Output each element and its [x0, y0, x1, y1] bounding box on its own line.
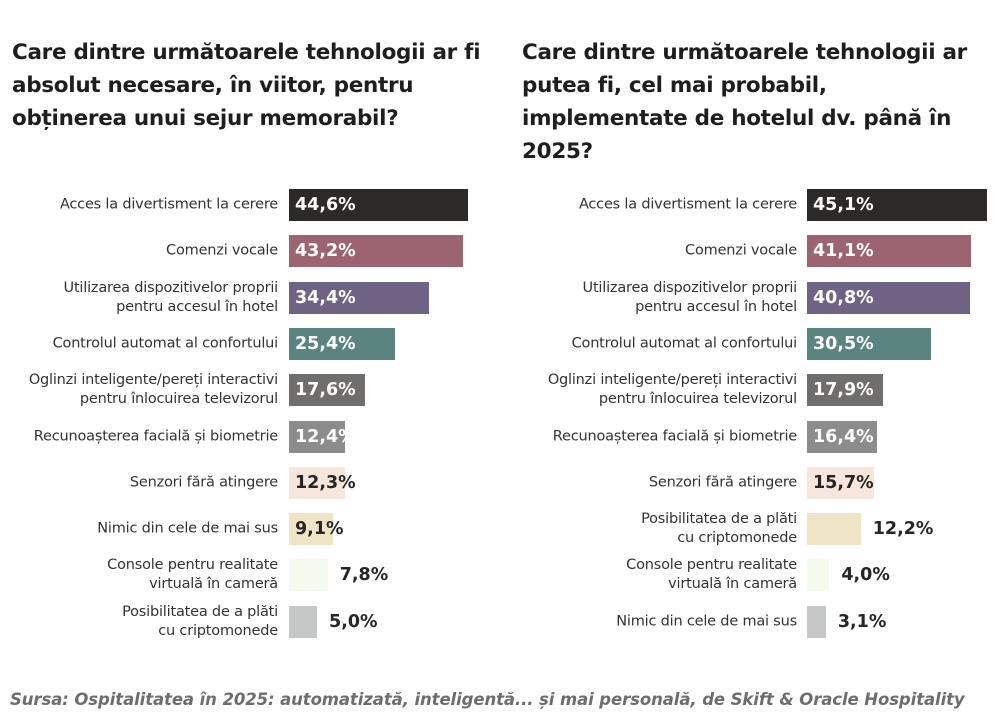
category-label-line: Posibilitatea de a plăti	[122, 603, 278, 620]
left-chart-title: Care dintre următoarele tehnologii ar fi…	[12, 40, 481, 131]
category-label: Console pentru realitate virtuală în came…	[107, 556, 278, 594]
category-label-line: pentru înlocuirea televizorul	[598, 391, 797, 408]
category-label: Acces la divertisment la cerere	[60, 196, 278, 215]
value-label: 17,6%	[295, 380, 356, 401]
bar	[289, 327, 395, 360]
category-label: Nimic din cele de mai sus	[616, 612, 797, 631]
bar	[807, 189, 987, 221]
bar	[289, 189, 468, 221]
category-label: Recunoașterea facială și biometrie	[34, 427, 278, 446]
value-label: 12,2%	[872, 519, 934, 540]
category-label-line: Acces la divertisment la cerere	[578, 196, 797, 213]
value-label: 41,1%	[813, 241, 874, 262]
category-label: Posibilitatea de a plăti cu criptomonede	[122, 603, 278, 641]
value-label: 9,1%	[295, 519, 344, 540]
category-label: Controlul automat al confortului	[52, 334, 279, 353]
category-label-line: Senzori fără atingere	[648, 474, 797, 491]
category-label-line: Controlul automat al confortului	[571, 335, 798, 352]
value-label: 43,2%	[295, 241, 356, 262]
category-label-line: Utilizarea dispozitivelor proprii	[63, 279, 279, 296]
category-label-line: cu criptomonede	[158, 622, 278, 639]
category-label-line: Console pentru realitate	[626, 557, 797, 574]
value-label: 12,3%	[295, 472, 356, 493]
value-label: 4,0%	[841, 565, 890, 586]
right-chart-title: Care dintre următoarele tehnologii ar pu…	[522, 40, 967, 164]
bar	[807, 420, 877, 453]
value-label: 5,0%	[329, 611, 378, 632]
category-label-line: cu criptomonede	[677, 530, 797, 547]
category-label-line: virtuală în cameră	[668, 576, 797, 593]
category-label-line: Acces la divertisment la cerere	[59, 196, 278, 213]
value-label: 16,4%	[813, 426, 874, 447]
category-label: Senzori fără atingere	[649, 473, 797, 492]
category-label-line: Posibilitatea de a plăti	[641, 511, 797, 528]
bar	[807, 327, 931, 360]
category-label-line: Utilizarea dispozitivelor proprii	[582, 279, 798, 296]
bar	[289, 513, 333, 546]
bar	[289, 559, 328, 592]
category-label-line: Nimic din cele de mai sus	[97, 520, 278, 537]
bar	[807, 559, 830, 592]
value-label: 44,6%	[295, 195, 356, 215]
category-label-line: pentru accesul în hotel	[116, 298, 278, 315]
category-label-line: Comenzi vocale	[166, 242, 278, 259]
value-label: 3,1%	[837, 611, 887, 632]
category-label: Senzori fără atingere	[130, 473, 278, 492]
value-label: 7,8%	[339, 565, 389, 586]
category-label-line: Nimic din cele de mai sus	[616, 613, 797, 630]
bar	[289, 374, 366, 407]
category-label: Utilizarea dispozitivelor proprii pentru …	[63, 279, 279, 317]
category-label: Comenzi vocale	[685, 242, 797, 261]
category-label-line: Oglinzi inteligente/pereți interactivi	[547, 372, 797, 389]
category-label: Comenzi vocale	[166, 242, 278, 261]
category-label: Controlul automat al confortului	[571, 334, 798, 353]
bar	[289, 466, 345, 499]
bar	[807, 235, 972, 268]
bar	[807, 374, 883, 407]
bar	[289, 281, 430, 314]
value-label: 17,9%	[813, 380, 874, 401]
category-label-line: Senzori fără atingere	[129, 474, 278, 491]
category-label-line: Comenzi vocale	[685, 242, 797, 259]
bar	[807, 513, 861, 546]
category-label: Console pentru realitate virtuală în came…	[626, 556, 797, 594]
source-note: Sursa: Ospitalitatea în 2025: automatiza…	[10, 690, 965, 709]
category-label-line: virtuală în cameră	[149, 576, 278, 593]
value-label: 15,7%	[813, 472, 874, 493]
category-label-line: Recunoașterea facială și biometrie	[33, 428, 278, 444]
bar	[289, 605, 318, 638]
category-label: Utilizarea dispozitivelor proprii pentru …	[582, 279, 798, 317]
category-label-line: pentru accesul în hotel	[635, 298, 797, 315]
category-label-line: Oglinzi inteligente/pereți interactivi	[28, 372, 278, 389]
bar	[289, 235, 463, 268]
value-label: 45,1%	[813, 195, 874, 215]
bar	[807, 605, 826, 638]
category-label-line: Controlul automat al confortului	[52, 335, 279, 352]
category-label-line: pentru înlocuirea televizorul	[79, 391, 278, 408]
category-label: Acces la divertisment la cerere	[579, 196, 797, 215]
category-label: Oglinzi inteligente/pereți interactivi pe…	[29, 371, 278, 409]
bar	[807, 466, 875, 499]
category-label: Posibilitatea de a plăti cu criptomonede	[641, 510, 797, 548]
category-label: Recunoașterea facială și biometrie	[553, 427, 797, 446]
value-label: 40,8%	[813, 287, 874, 308]
category-label-line: Recunoașterea facială și biometrie	[552, 428, 797, 444]
bar	[289, 420, 346, 453]
category-label-line: Console pentru realitate	[107, 557, 278, 574]
value-label: 30,5%	[813, 333, 874, 354]
value-label: 12,4%	[295, 426, 356, 447]
category-label: Nimic din cele de mai sus	[97, 520, 278, 539]
value-label: 34,4%	[295, 287, 356, 308]
bar	[807, 281, 971, 314]
category-label: Oglinzi inteligente/pereți interactivi pe…	[548, 371, 797, 409]
value-label: 25,4%	[295, 333, 356, 354]
